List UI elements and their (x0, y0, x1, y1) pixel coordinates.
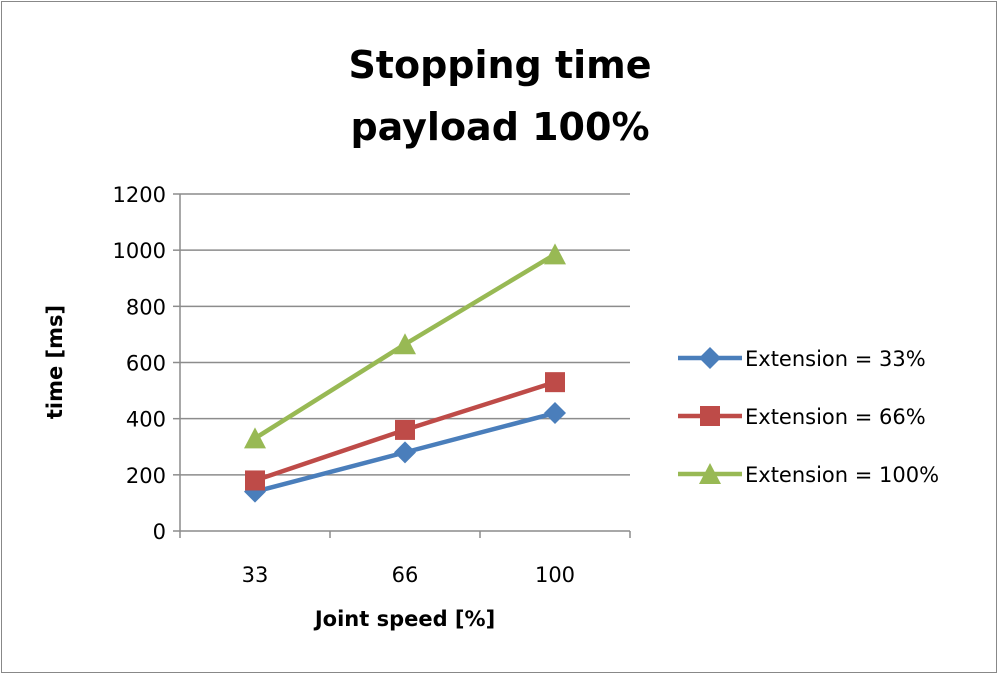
triangle-marker (244, 427, 266, 449)
x-axis-label: Joint speed [%] (313, 607, 495, 631)
y-tick-label: 800 (126, 295, 166, 319)
series-2 (245, 372, 565, 491)
legend-item: Extension = 100% (678, 463, 939, 487)
legend-label: Extension = 33% (745, 347, 926, 371)
y-tick-label: 400 (126, 408, 166, 432)
legend-item: Extension = 33% (678, 347, 926, 371)
y-tick-label: 600 (126, 352, 166, 376)
legend-label: Extension = 100% (745, 463, 939, 487)
chart-title-line-1: Stopping time (348, 43, 651, 87)
square-marker (545, 372, 565, 393)
legend-item: Extension = 66% (678, 405, 926, 429)
y-tick-label: 0 (153, 520, 166, 544)
triangle-marker (544, 243, 566, 265)
diamond-marker (394, 441, 416, 464)
series-3 (244, 243, 566, 449)
triangle-marker (394, 333, 416, 355)
y-axis-label: time [ms] (43, 305, 67, 419)
diamond-marker (699, 347, 721, 369)
y-tick-label: 1000 (113, 239, 166, 263)
x-tick-label: 66 (392, 563, 419, 587)
legend-label: Extension = 66% (745, 405, 926, 429)
square-marker (245, 470, 265, 491)
triangle-marker (699, 463, 721, 484)
y-tick-label: 1200 (113, 183, 166, 207)
chart-title-line-2: payload 100% (350, 105, 649, 149)
square-marker (395, 419, 415, 440)
square-marker (700, 406, 720, 426)
x-tick-label: 33 (242, 563, 269, 587)
x-tick-label: 100 (535, 563, 575, 587)
diamond-marker (544, 402, 566, 425)
y-tick-label: 200 (126, 464, 166, 488)
